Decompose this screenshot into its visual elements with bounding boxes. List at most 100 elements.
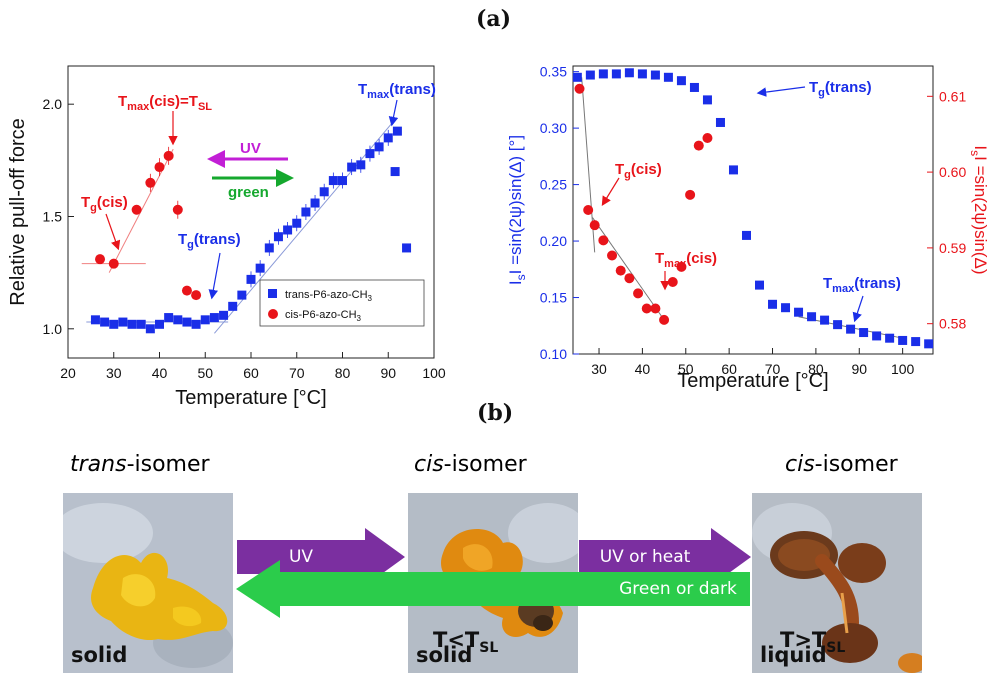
cis-point [145, 177, 156, 188]
cis-point [574, 83, 585, 94]
cis-point [650, 303, 661, 314]
annotation-tmax-cis: Tmax(cis)=TSL [118, 93, 212, 113]
trans-point [228, 301, 238, 311]
trans-point [402, 243, 412, 253]
trans-point [356, 160, 366, 170]
trans-point [872, 331, 882, 341]
condition-below-tsl: T<TSL [433, 628, 499, 657]
ellipsometry-chart: 30 40 50 60 70 80 90 100 0.10 0.15 0.20 0.25 0.30 0.3… [506, 64, 987, 392]
trans-point [292, 218, 302, 228]
arrow-uv-or-heat: UV or heat [579, 528, 751, 586]
trans-point [702, 95, 712, 105]
legend-marker-cis [268, 309, 278, 319]
trans-point [846, 324, 856, 334]
trans-point [728, 165, 738, 175]
cis-point [131, 204, 142, 215]
title-cis-isomer-solid: cis-isomer [414, 452, 527, 477]
arrow-uv-or-heat-label: UV or heat [599, 547, 691, 567]
x-tick-label: 20 [60, 365, 76, 381]
cis-point [624, 273, 635, 284]
title-trans-isomer: trans-isomer [70, 452, 210, 477]
trans-point [319, 187, 329, 197]
y-tick-label: 2.0 [43, 96, 63, 112]
trans-point [127, 319, 137, 329]
x-tick-label: 80 [335, 365, 351, 381]
trans-point [182, 317, 192, 327]
annotation-tmax-trans: Tmax(trans) [823, 275, 901, 295]
trans-point [164, 313, 174, 323]
annotation-tg-trans: Tg(trans) [178, 231, 241, 251]
trans-point [833, 320, 843, 330]
annotation-uv: UV [240, 140, 261, 157]
trans-point [637, 69, 647, 79]
trans-point [219, 310, 229, 320]
title-cis2-italic: cis [785, 452, 815, 477]
y-tick-label-right: 0.59 [939, 240, 966, 256]
trans-point [572, 72, 582, 82]
trans-point [383, 133, 393, 143]
trans-point [624, 68, 634, 78]
trans-point [328, 176, 338, 186]
trans-point [155, 319, 164, 329]
title-cis-italic: cis [414, 452, 444, 477]
x-tick-label: 70 [765, 361, 781, 377]
trans-point [768, 299, 778, 309]
trans-point [689, 82, 699, 92]
pull-off-force-chart: 20 30 40 50 60 70 80 90 100 1.0 1.5 2.0 Temperature… [7, 65, 446, 409]
panel-label-a: (a) [476, 6, 512, 32]
x-tick-label: 90 [380, 365, 396, 381]
trans-point [598, 69, 608, 79]
x-tick-label: 90 [851, 361, 867, 377]
x-tick-label: 50 [197, 365, 213, 381]
trans-point [859, 328, 869, 338]
cis-point [633, 288, 644, 299]
x-tick-label: 100 [891, 361, 915, 377]
cis-point [685, 189, 696, 200]
annotation-tg-trans: Tg(trans) [809, 79, 872, 99]
title-trans-italic: trans [70, 452, 127, 477]
cis-point [95, 254, 106, 265]
title-cis-rest: -isomer [443, 452, 527, 477]
y-tick-label-left: 0.35 [540, 64, 567, 80]
y-tick-label-left: 0.25 [540, 177, 567, 193]
trans-point [255, 263, 265, 273]
trans-point [209, 313, 219, 323]
tick-layer: 30 40 50 60 70 80 90 100 0.10 0.15 0.20 0.25 0.30 0.3… [540, 64, 967, 377]
trans-point [283, 225, 293, 235]
y-axis-label-left: IsI =sin(2ψ)sin(Δ) [°] [506, 135, 528, 285]
legend-label-cis: cis-P6-azo-CH3 [285, 309, 362, 323]
x-tick-label: 70 [289, 365, 305, 381]
trans-point [663, 72, 673, 82]
annotation-tg-cis: Tg(cis) [615, 161, 662, 181]
trans-point [118, 317, 128, 327]
trans-point [338, 176, 347, 186]
cis-point [702, 133, 713, 143]
trans-point [715, 117, 725, 127]
arrow-green-label: Green or dark [619, 579, 737, 599]
y-tick-label-left: 0.15 [540, 290, 567, 306]
trans-point [807, 312, 817, 322]
cis-point [191, 290, 202, 301]
trans-point [885, 333, 895, 343]
panel-label-b: (b) [477, 400, 514, 426]
plot-frame [572, 65, 934, 355]
trans-point [310, 198, 320, 208]
trans-point [781, 303, 791, 313]
trans-point [585, 70, 595, 80]
trans-point [145, 324, 155, 334]
x-tick-label: 30 [106, 365, 122, 381]
photo-cis-liquid: liquid [752, 493, 922, 673]
trans-point [273, 232, 283, 242]
cis-point [589, 220, 600, 231]
cis-point [172, 204, 183, 215]
data-points [90, 126, 412, 334]
trans-point [173, 315, 183, 325]
trans-point [611, 69, 621, 79]
trans-point [392, 126, 402, 136]
fit-line [592, 217, 665, 321]
annotation-tmax-trans: Tmax(trans) [358, 81, 436, 101]
trans-point [374, 142, 384, 152]
trans-point [741, 230, 751, 240]
cis-point [615, 265, 626, 276]
trans-point [911, 337, 921, 347]
